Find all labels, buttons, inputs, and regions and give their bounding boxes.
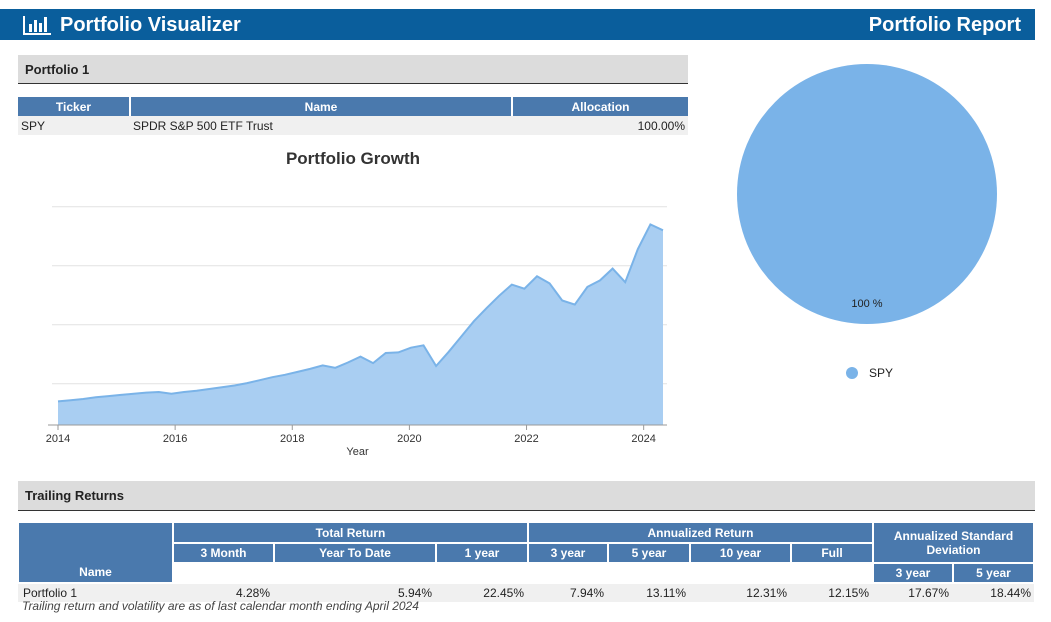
value-cell: 18.44% bbox=[952, 583, 1034, 602]
x-axis-label: Year bbox=[346, 446, 369, 458]
col-name-header: Name bbox=[19, 523, 174, 584]
bar-chart-logo-icon bbox=[23, 16, 51, 35]
value-cell: 22.45% bbox=[435, 583, 528, 602]
table-row: SPY SPDR S&P 500 ETF Trust 100.00% bbox=[18, 116, 688, 135]
total-return-header: Total Return bbox=[172, 523, 529, 544]
value-cell: 7.94% bbox=[527, 583, 608, 602]
x-tick-label: 2014 bbox=[46, 433, 70, 445]
col-ann-3-year: 3 year bbox=[527, 543, 609, 564]
x-tick-label: 2018 bbox=[280, 433, 304, 445]
x-tick-label: 2016 bbox=[163, 433, 187, 445]
ticker-cell[interactable]: SPY bbox=[18, 116, 130, 135]
col-ann-full: Full bbox=[790, 543, 874, 564]
x-tick-label: 2022 bbox=[514, 433, 538, 445]
legend-dot-icon bbox=[846, 367, 858, 379]
growth-area bbox=[58, 224, 663, 425]
value-cell: 12.15% bbox=[790, 583, 873, 602]
growth-chart-title: Portfolio Growth bbox=[285, 149, 421, 168]
app-brand[interactable]: Portfolio Visualizer bbox=[60, 14, 241, 36]
x-tick-label: 2024 bbox=[631, 433, 655, 445]
col-3-month: 3 Month bbox=[172, 543, 275, 564]
trailing-returns-title: Trailing Returns bbox=[18, 481, 1035, 511]
col-1-year: 1 year bbox=[435, 543, 529, 564]
annualized-return-header: Annualized Return bbox=[527, 523, 874, 544]
x-tick-label: 2020 bbox=[397, 433, 421, 445]
col-allocation: Allocation bbox=[511, 97, 688, 116]
growth-line bbox=[57, 223, 664, 403]
value-cell: 12.31% bbox=[689, 583, 791, 602]
col-ann-5-year: 5 year bbox=[607, 543, 691, 564]
col-std-5-year: 5 year bbox=[952, 563, 1035, 584]
value-cell: 4.28% bbox=[172, 583, 274, 602]
portfolio-name-cell: Portfolio 1 bbox=[18, 583, 173, 602]
portfolio-growth-chart: 2014 2016 2018 2020 2022 2024 Year bbox=[46, 206, 667, 458]
portfolio-section-title: Portfolio 1 bbox=[18, 55, 688, 84]
trailing-returns-table: Name Total Return Annualized Return Annu… bbox=[18, 523, 1035, 602]
annualized-std-header: Annualized Standard Deviation bbox=[872, 523, 1035, 564]
col-ann-10-year: 10 year bbox=[689, 543, 792, 564]
report-title: Portfolio Report bbox=[868, 14, 1021, 36]
col-name: Name bbox=[129, 97, 512, 116]
value-cell: 13.11% bbox=[607, 583, 690, 602]
table-row: Portfolio 1 4.28% 5.94% 22.45% 7.94% 13.… bbox=[18, 583, 1034, 602]
header-spacer bbox=[172, 563, 874, 584]
col-ticker: Ticker bbox=[18, 97, 130, 116]
pie-legend[interactable]: SPY bbox=[846, 366, 893, 380]
legend-label: SPY bbox=[869, 366, 894, 380]
pie-data-label: 100 % bbox=[851, 298, 882, 310]
col-ytd: Year To Date bbox=[273, 543, 437, 564]
pie-slice-spy[interactable] bbox=[737, 64, 997, 324]
footnote: Trailing return and volatility are as of… bbox=[22, 599, 419, 613]
fund-name-cell: SPDR S&P 500 ETF Trust bbox=[130, 116, 512, 135]
value-cell: 17.67% bbox=[872, 583, 953, 602]
col-std-3-year: 3 year bbox=[872, 563, 954, 584]
allocation-cell: 100.00% bbox=[512, 116, 688, 135]
holdings-table: Ticker Name Allocation SPY SPDR S&P 500 … bbox=[18, 97, 688, 135]
value-cell: 5.94% bbox=[273, 583, 436, 602]
header-bar: Portfolio Visualizer Portfolio Report bbox=[0, 9, 1035, 40]
allocation-pie-chart: 100 % bbox=[737, 64, 997, 324]
